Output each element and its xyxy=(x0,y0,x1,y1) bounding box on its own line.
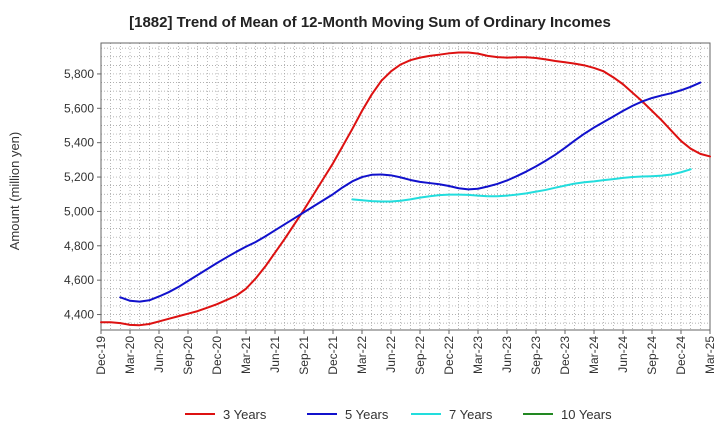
series-lines xyxy=(100,51,711,327)
x-tick-label: Jun-22 xyxy=(384,336,398,373)
legend-label: 10 Years xyxy=(561,407,612,422)
y-axis-ticks: 4,400 4,600 4,800 5,000 5,200 5,400 5,600 5,800 xyxy=(64,67,101,322)
x-tick-label: Sep-20 xyxy=(181,336,195,375)
x-tick-label: Jun-21 xyxy=(268,336,282,373)
x-tick-label: Jun-23 xyxy=(500,336,514,373)
x-tick-label: Mar-24 xyxy=(587,336,601,374)
vertical-gridlines xyxy=(110,43,701,330)
x-axis-ticks: Dec-19 Mar-20 Jun-20 Sep-20 Dec-20 Mar-21 Jun-… xyxy=(94,330,717,375)
y-tick-label: 5,600 xyxy=(64,101,94,115)
legend-label: 3 Years xyxy=(223,407,267,422)
y-tick-label: 4,800 xyxy=(64,239,94,253)
legend-label: 7 Years xyxy=(449,407,493,422)
x-tick-label: Mar-25 xyxy=(703,336,717,374)
x-tick-label: Jun-24 xyxy=(616,336,630,373)
x-tick-label: Dec-24 xyxy=(674,336,688,375)
chart-title: [1882] Trend of Mean of 12-Month Moving … xyxy=(129,14,611,31)
y-tick-label: 4,400 xyxy=(64,308,94,322)
plot-area-frame xyxy=(100,42,711,331)
x-tick-label: Dec-22 xyxy=(442,336,456,375)
x-tick-label: Dec-21 xyxy=(326,336,340,375)
series-line-3-years xyxy=(100,51,711,327)
x-tick-label: Sep-23 xyxy=(529,336,543,375)
x-tick-label: Sep-22 xyxy=(413,336,427,375)
x-tick-label: Dec-19 xyxy=(94,336,108,375)
x-tick-label: Dec-20 xyxy=(210,336,224,375)
series-line-5-years xyxy=(119,81,702,303)
series-line-7-years xyxy=(351,168,692,203)
y-tick-label: 4,600 xyxy=(64,273,94,287)
legend: 3 Years 5 Years 7 Years 10 Years xyxy=(185,407,612,422)
legend-label: 5 Years xyxy=(345,407,389,422)
x-tick-label: Mar-20 xyxy=(123,336,137,374)
x-tick-label: Mar-23 xyxy=(471,336,485,374)
x-tick-label: Dec-23 xyxy=(558,336,572,375)
x-tick-label: Sep-21 xyxy=(297,336,311,375)
x-tick-label: Jun-20 xyxy=(152,336,166,373)
y-tick-label: 5,400 xyxy=(64,136,94,150)
y-tick-label: 5,800 xyxy=(64,67,94,81)
x-tick-label: Mar-22 xyxy=(355,336,369,374)
x-tick-label: Sep-24 xyxy=(645,336,659,375)
horizontal-gridlines xyxy=(101,47,710,324)
y-axis-label: Amount (million yen) xyxy=(7,132,22,251)
y-tick-label: 5,200 xyxy=(64,170,94,184)
y-tick-label: 5,000 xyxy=(64,204,94,218)
x-tick-label: Mar-21 xyxy=(239,336,253,374)
